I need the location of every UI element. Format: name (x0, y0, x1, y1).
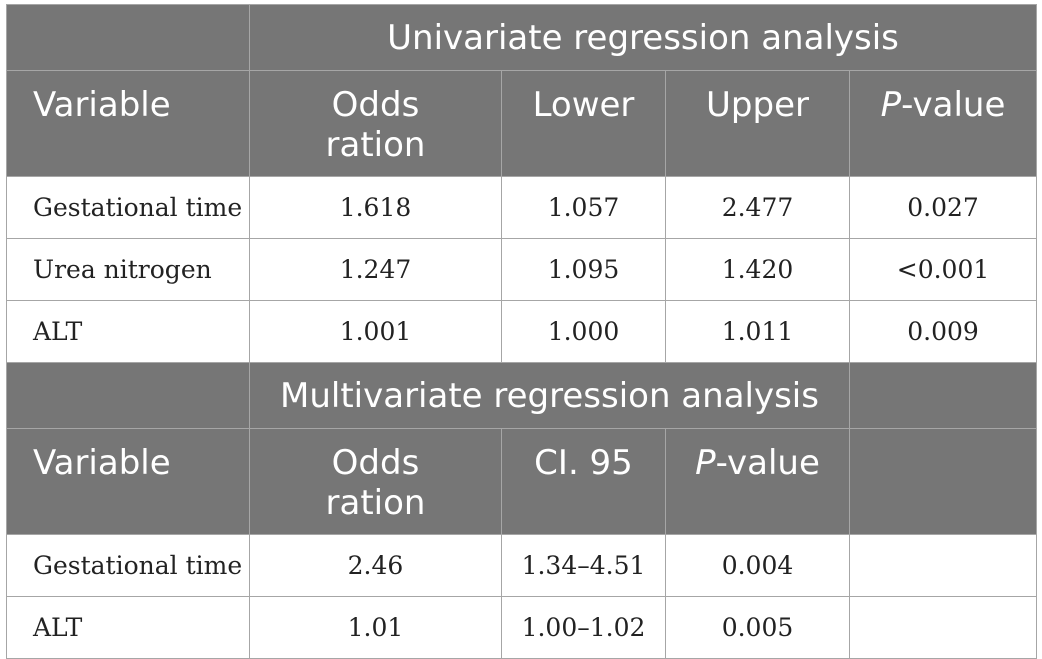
variable-cell: Urea nitrogen (6, 238, 250, 301)
odds-ratio-header-text: Odds ration (325, 443, 426, 523)
variable-cell: Gestational time (6, 534, 250, 597)
p-value-cell: 0.027 (848, 176, 1038, 239)
univariate-variable-header: Variable (6, 70, 250, 177)
univariate-upper-header: Upper (665, 70, 850, 177)
upper-cell: 1.420 (665, 238, 850, 301)
empty-header-cell (6, 362, 250, 429)
ci-cell: 1.00–1.02 (501, 596, 666, 659)
table-row: Gestational time 2.46 1.34–4.51 0.004 (6, 534, 1038, 597)
odds-ratio-cell: 1.001 (249, 300, 502, 363)
univariate-group-header-row: Univariate regression analysis (6, 4, 1038, 71)
multivariate-ci-header: CI. 95 (501, 428, 666, 535)
multivariate-group-header-row: Multivariate regression analysis (6, 362, 1038, 429)
empty-cell (848, 534, 1038, 597)
multivariate-odds-ratio-header: Odds ration (249, 428, 502, 535)
lower-cell: 1.000 (501, 300, 666, 363)
multivariate-column-header-row: Variable Odds ration CI. 95 P-value (6, 428, 1038, 535)
univariate-column-header-row: Variable Odds ration Lower Upper P-value (6, 70, 1038, 177)
odds-ratio-cell: 1.247 (249, 238, 502, 301)
empty-header-cell (6, 4, 250, 71)
p-value-cell: 0.009 (848, 300, 1038, 363)
odds-ratio-cell: 1.01 (249, 596, 502, 659)
ci-cell: 1.34–4.51 (501, 534, 666, 597)
lower-cell: 1.057 (501, 176, 666, 239)
univariate-p-value-header: P-value (848, 70, 1038, 177)
empty-header-cell (848, 362, 1038, 429)
empty-header-cell (848, 428, 1038, 535)
empty-cell (848, 596, 1038, 659)
odds-ratio-cell: 2.46 (249, 534, 502, 597)
table-row: Urea nitrogen 1.247 1.095 1.420 <0.001 (6, 238, 1038, 301)
upper-cell: 1.011 (665, 300, 850, 363)
upper-cell: 2.477 (665, 176, 850, 239)
p-italic: P (880, 85, 902, 125)
regression-table: Univariate regression analysis Variable … (6, 4, 1038, 659)
p-value-cell: <0.001 (848, 238, 1038, 301)
p-value-suffix: -value (901, 85, 1006, 125)
variable-cell: ALT (6, 596, 250, 659)
lower-cell: 1.095 (501, 238, 666, 301)
multivariate-title: Multivariate regression analysis (249, 362, 850, 429)
variable-cell: Gestational time (6, 176, 250, 239)
p-value-cell: 0.004 (665, 534, 850, 597)
table-row: ALT 1.01 1.00–1.02 0.005 (6, 596, 1038, 659)
odds-ratio-cell: 1.618 (249, 176, 502, 239)
table-row: ALT 1.001 1.000 1.011 0.009 (6, 300, 1038, 363)
p-italic: P (695, 443, 716, 483)
univariate-odds-ratio-header: Odds ration (249, 70, 502, 177)
p-value-suffix: -value (715, 443, 820, 483)
multivariate-p-value-header: P-value (665, 428, 850, 535)
univariate-lower-header: Lower (501, 70, 666, 177)
table-row: Gestational time 1.618 1.057 2.477 0.027 (6, 176, 1038, 239)
odds-ratio-header-text: Odds ration (325, 85, 426, 165)
multivariate-variable-header: Variable (6, 428, 250, 535)
univariate-title: Univariate regression analysis (248, 4, 1038, 71)
variable-cell: ALT (6, 300, 250, 363)
p-value-cell: 0.005 (665, 596, 850, 659)
